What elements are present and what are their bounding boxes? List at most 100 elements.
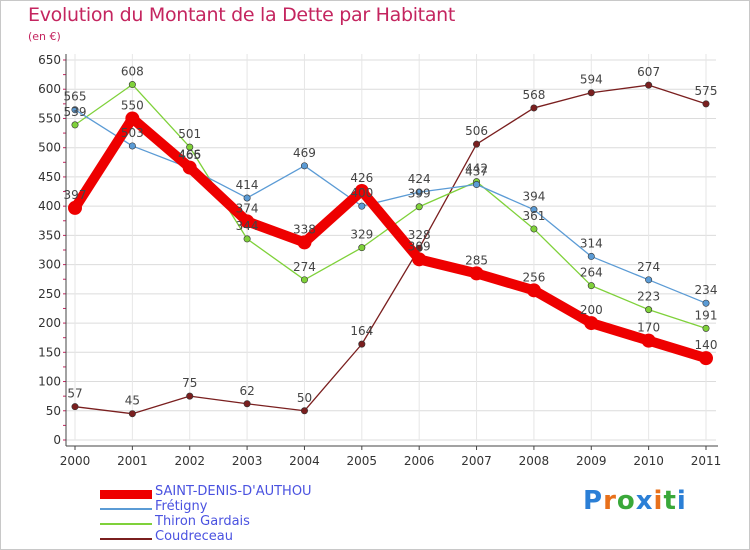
data-point	[530, 206, 538, 214]
data-label: 314	[580, 236, 603, 250]
data-label: 191	[695, 308, 718, 322]
data-point	[641, 333, 656, 348]
y-tick-label: 400	[38, 199, 61, 213]
y-tick-label: 150	[38, 345, 61, 359]
data-label: 256	[522, 270, 545, 284]
x-tick-label: 2009	[576, 454, 607, 468]
data-label: 424	[408, 172, 431, 186]
data-label: 466	[178, 148, 201, 162]
data-point	[300, 162, 308, 170]
y-tick-label: 200	[38, 316, 61, 330]
x-tick-label: 2003	[232, 454, 263, 468]
data-point	[240, 214, 255, 229]
data-label: 568	[522, 88, 545, 102]
logo-letter: x	[635, 486, 654, 516]
data-label: 503	[121, 126, 144, 140]
logo-letter: t	[663, 486, 677, 516]
data-point	[530, 104, 538, 112]
y-tick-label: 500	[38, 141, 61, 155]
x-tick-label: 2000	[60, 454, 91, 468]
x-tick-label: 2008	[519, 454, 550, 468]
x-tick-label: 2010	[633, 454, 664, 468]
data-label: 361	[522, 209, 545, 223]
data-point	[71, 121, 79, 129]
data-point	[71, 106, 79, 114]
data-label: 607	[637, 65, 660, 79]
data-label: 501	[178, 127, 201, 141]
data-label: 75	[182, 376, 197, 390]
data-label: 506	[465, 124, 488, 138]
y-tick-label: 450	[38, 170, 61, 184]
data-point	[186, 392, 194, 400]
data-label: 328	[408, 228, 431, 242]
x-tick-label: 2006	[404, 454, 435, 468]
data-point	[702, 324, 710, 332]
legend-label: Frétigny	[155, 499, 208, 514]
data-label: 539	[64, 105, 87, 119]
data-point	[358, 340, 366, 348]
data-label: 274	[293, 260, 316, 274]
y-tick-label: 650	[38, 53, 61, 67]
data-label: 264	[580, 266, 603, 280]
data-label: 45	[125, 394, 140, 408]
y-tick-label: 50	[46, 404, 61, 418]
data-label: 234	[695, 283, 718, 297]
data-label: 285	[465, 253, 488, 267]
data-label: 338	[293, 222, 316, 236]
data-label: 594	[580, 73, 603, 87]
legend-label: Thiron Gardais	[155, 514, 250, 529]
data-label: 426	[350, 171, 373, 185]
data-point	[526, 283, 541, 298]
data-point	[530, 225, 538, 233]
y-tick-label: 550	[38, 111, 61, 125]
data-point	[584, 316, 599, 331]
y-tick-label: 250	[38, 287, 61, 301]
x-tick-label: 2001	[117, 454, 148, 468]
data-point	[128, 410, 136, 418]
data-point	[300, 407, 308, 415]
data-point	[68, 200, 82, 215]
data-point	[128, 142, 136, 150]
data-label: 164	[350, 324, 373, 338]
data-point	[587, 89, 595, 97]
logo-letter: i	[676, 486, 687, 516]
legend-label: Coudreceau	[155, 529, 233, 544]
data-point	[71, 403, 79, 411]
data-point	[182, 160, 197, 175]
data-label: 399	[408, 187, 431, 201]
data-label: 309	[408, 239, 431, 253]
data-point	[300, 276, 308, 284]
data-label: 274	[637, 260, 660, 274]
data-point	[645, 276, 653, 284]
data-label: 374	[236, 201, 259, 215]
data-label: 437	[465, 165, 488, 179]
data-point	[125, 111, 140, 126]
proxiti-logo: Proxiti	[583, 486, 687, 516]
data-label: 400	[350, 186, 373, 200]
x-tick-label: 2002	[174, 454, 205, 468]
legend-swatch	[100, 538, 152, 540]
data-label: 608	[121, 65, 144, 79]
data-point	[699, 351, 713, 366]
legend-swatch	[100, 523, 152, 525]
logo-letter: P	[583, 486, 604, 516]
data-label: 344	[236, 219, 259, 233]
series-line	[74, 84, 707, 415]
y-tick-label: 100	[38, 375, 61, 389]
legend-swatch	[100, 489, 152, 499]
x-tick-label: 2005	[347, 454, 378, 468]
data-label: 140	[695, 338, 718, 352]
data-point	[358, 202, 366, 210]
data-point	[128, 81, 136, 89]
data-label: 575	[695, 84, 718, 98]
data-label: 550	[121, 98, 144, 112]
logo-letter: r	[603, 486, 617, 516]
data-point	[702, 299, 710, 307]
data-point	[587, 282, 595, 290]
legend-swatch	[100, 508, 152, 510]
data-point	[473, 140, 481, 148]
y-tick-label: 300	[38, 258, 61, 272]
data-label: 50	[297, 391, 312, 405]
